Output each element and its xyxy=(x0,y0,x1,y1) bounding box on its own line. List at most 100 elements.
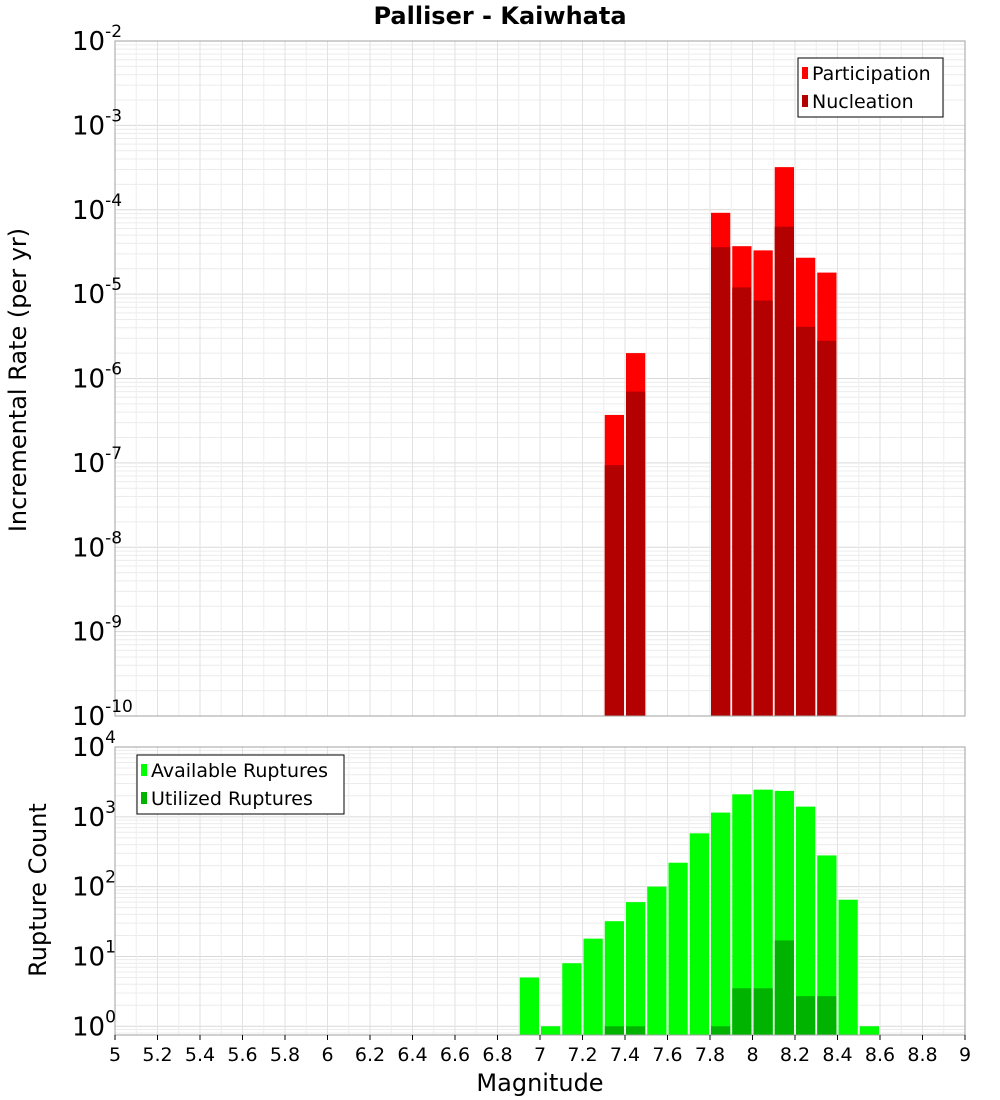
bottom-series1-bar xyxy=(668,862,688,1035)
bottom-series2-bar xyxy=(774,940,794,1035)
y-tick-exponent: -3 xyxy=(105,106,122,126)
legend-swatch xyxy=(802,67,808,79)
x-tick-label: 5.6 xyxy=(227,1044,257,1066)
x-tick-label: 9 xyxy=(959,1044,971,1066)
bottom-series2-bar xyxy=(604,1026,624,1035)
x-tick-label: 8 xyxy=(746,1044,758,1066)
top-series2-bar xyxy=(753,300,773,716)
y-tick-base: 10 xyxy=(72,618,105,648)
top-series2-bar xyxy=(774,226,794,716)
y-tick-label: 102 xyxy=(72,868,116,903)
y-tick-label: 10-2 xyxy=(72,22,122,57)
top-panel-grid xyxy=(114,40,966,717)
bottom-series1-bar xyxy=(732,794,752,1035)
top-panel-bars xyxy=(604,167,837,717)
x-ticks: 5 5.2 5.4 5.6 5.8 6 6.2 6.4 6.6 6.8 7 7.2 7.4 7.6 7.8 8… xyxy=(109,1035,971,1066)
bottom-series1-bar xyxy=(541,1026,561,1035)
y-tick-base: 10 xyxy=(72,942,105,972)
x-tick-label: 7 xyxy=(534,1044,546,1066)
y-tick-base: 10 xyxy=(72,733,105,763)
legend-swatch xyxy=(802,95,808,107)
y-tick-base: 10 xyxy=(72,111,105,141)
x-tick-label: 5 xyxy=(109,1044,121,1066)
y-tick-exponent: 3 xyxy=(105,798,116,818)
y-tick-label: 104 xyxy=(72,728,116,763)
x-tick-label: 5.4 xyxy=(185,1044,215,1066)
legend-label: Nucleation xyxy=(812,91,914,113)
y-tick-base: 10 xyxy=(72,702,105,732)
x-tick-label: 8.2 xyxy=(780,1044,810,1066)
y-tick-base: 10 xyxy=(72,365,105,395)
x-tick-label: 6 xyxy=(321,1044,333,1066)
x-tick-label: 8.6 xyxy=(865,1044,895,1066)
x-tick-label: 6.8 xyxy=(482,1044,512,1066)
x-tick-label: 6.4 xyxy=(397,1044,427,1066)
y-tick-base: 10 xyxy=(72,196,105,226)
bottom-series1-bar xyxy=(689,833,709,1035)
y-tick-base: 10 xyxy=(72,27,105,57)
bottom-series1-bar xyxy=(817,855,837,1035)
y-tick-label: 100 xyxy=(72,1007,116,1042)
top-series2-bar xyxy=(796,326,816,716)
bottom-series1-bar xyxy=(711,812,731,1035)
top-y-axis-label: Incremental Rate (per yr) xyxy=(4,228,32,532)
legend-swatch xyxy=(141,792,147,804)
bottom-series1-bar xyxy=(562,963,582,1035)
x-tick-label: 8.8 xyxy=(907,1044,937,1066)
y-tick-exponent: -8 xyxy=(105,528,122,548)
top-series2-bar xyxy=(817,340,837,716)
bottom-series2-bar xyxy=(626,1026,646,1035)
bottom-series1-bar xyxy=(647,886,667,1035)
bottom-series1-bar xyxy=(796,806,816,1035)
bottom-series1-bar xyxy=(604,921,624,1035)
legend-label: Utilized Ruptures xyxy=(151,788,313,810)
y-tick-exponent: -10 xyxy=(105,697,133,717)
x-tick-label: 7.8 xyxy=(695,1044,725,1066)
top-plot-frame xyxy=(114,40,966,717)
legend-box xyxy=(136,754,345,815)
bottom-series1-bar xyxy=(859,1026,879,1035)
y-tick-exponent: 1 xyxy=(105,937,116,957)
bottom-series2-bar xyxy=(753,988,773,1035)
x-tick-label: 5.8 xyxy=(270,1044,300,1066)
legend-label: Participation xyxy=(812,63,931,85)
y-tick-label: 10-8 xyxy=(72,528,122,563)
y-tick-exponent: -5 xyxy=(105,275,122,295)
y-tick-base: 10 xyxy=(72,1012,105,1042)
top-series2-bar xyxy=(732,287,752,716)
bottom-series2-bar xyxy=(796,996,816,1035)
y-tick-exponent: 4 xyxy=(105,728,116,748)
y-tick-base: 10 xyxy=(72,803,105,833)
y-tick-label: 10-6 xyxy=(72,360,122,395)
legend-label: Available Ruptures xyxy=(151,760,328,782)
y-tick-exponent: -6 xyxy=(105,360,122,380)
y-tick-label: 10-7 xyxy=(72,444,122,479)
x-tick-label: 7.6 xyxy=(652,1044,682,1066)
x-tick-label: 6.6 xyxy=(440,1044,470,1066)
y-tick-exponent: -9 xyxy=(105,613,122,633)
x-tick-label: 5.2 xyxy=(142,1044,172,1066)
legend-box xyxy=(797,57,944,118)
y-tick-label: 10-10 xyxy=(72,697,133,732)
y-tick-exponent: 0 xyxy=(105,1007,116,1027)
y-tick-exponent: -7 xyxy=(105,444,122,464)
x-tick-label: 8.4 xyxy=(822,1044,852,1066)
y-tick-base: 10 xyxy=(72,280,105,310)
bottom-series2-bar xyxy=(711,1026,731,1035)
y-tick-label: 10-4 xyxy=(72,191,122,226)
y-tick-label: 101 xyxy=(72,937,116,972)
top-series2-bar xyxy=(711,247,731,716)
bottom-series1-bar xyxy=(626,902,646,1035)
bottom-legend: Available Ruptures Utilized Ruptures xyxy=(136,754,345,815)
y-tick-base: 10 xyxy=(72,449,105,479)
top-series2-bar xyxy=(626,391,646,716)
bottom-series1-bar xyxy=(838,899,858,1035)
x-tick-label: 7.2 xyxy=(567,1044,597,1066)
y-tick-label: 10-3 xyxy=(72,106,122,141)
x-tick-label: 6.2 xyxy=(355,1044,385,1066)
bottom-y-axis-label: Rupture Count xyxy=(24,803,52,977)
y-tick-exponent: -2 xyxy=(105,22,122,42)
